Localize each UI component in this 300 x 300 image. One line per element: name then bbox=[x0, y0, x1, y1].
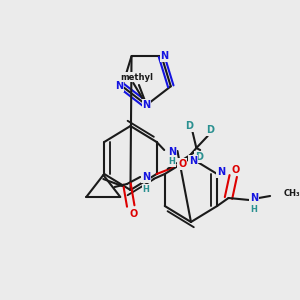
Text: O: O bbox=[129, 209, 138, 219]
Text: H: H bbox=[168, 158, 175, 166]
Text: O: O bbox=[232, 165, 240, 175]
Text: N: N bbox=[142, 172, 150, 182]
Text: D: D bbox=[195, 152, 203, 162]
Text: O: O bbox=[178, 159, 186, 169]
Text: N: N bbox=[217, 167, 225, 177]
Text: methyl: methyl bbox=[121, 73, 154, 82]
Text: D: D bbox=[206, 125, 214, 135]
Text: N: N bbox=[142, 100, 151, 110]
Text: CH₃: CH₃ bbox=[283, 190, 300, 199]
Text: N: N bbox=[160, 51, 168, 61]
Text: N: N bbox=[250, 193, 258, 203]
Text: H: H bbox=[250, 206, 257, 214]
Text: N: N bbox=[116, 81, 124, 91]
Text: D: D bbox=[185, 121, 193, 131]
Text: H: H bbox=[142, 184, 149, 194]
Text: N: N bbox=[168, 147, 176, 157]
Text: N: N bbox=[189, 156, 197, 166]
